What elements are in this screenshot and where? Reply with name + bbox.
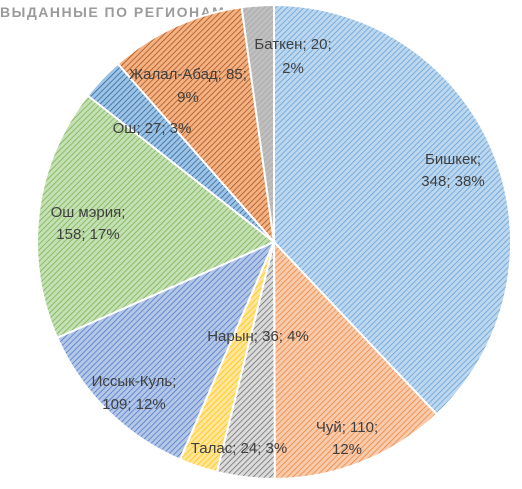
pie-slice-6 — [36, 94, 276, 340]
slice-label-6: Ош мэрия; — [51, 204, 126, 221]
slice-label-9: Нарын; 36; 4% — [207, 328, 309, 345]
slice-label-5: Иссык-Куль; — [92, 373, 177, 390]
pie-slice-9 — [240, 3, 275, 243]
slice-value-label-1: 348; 38% — [421, 173, 484, 190]
slice-value-label-3: 2% — [282, 60, 304, 77]
slice-label-7: Ош; 27; 3% — [113, 120, 192, 137]
slice-value-label-6: 158; 17% — [56, 226, 119, 243]
chart-title: ВЫДАННЫЕ ПО РЕГИОНАМ — [0, 4, 226, 20]
slice-value-label-8: 9% — [177, 89, 199, 106]
pie-slice-5 — [55, 240, 276, 461]
pie-slice-8 — [116, 6, 276, 246]
slice-label-4: Талас; 24; 3% — [191, 440, 287, 457]
slice-label-8: Жалал-Абад; 85; — [129, 66, 247, 83]
pie-slice-2 — [272, 239, 439, 481]
slice-label-3: Баткен; 20; — [254, 36, 331, 53]
slice-value-label-2: 12% — [332, 441, 362, 458]
slice-label-1: Бишкек; — [425, 151, 481, 168]
slice-label-2: Чуй; 110; — [316, 419, 378, 436]
pie-slice-1 — [273, 3, 512, 416]
slice-value-label-5: 109; 12% — [102, 396, 165, 413]
